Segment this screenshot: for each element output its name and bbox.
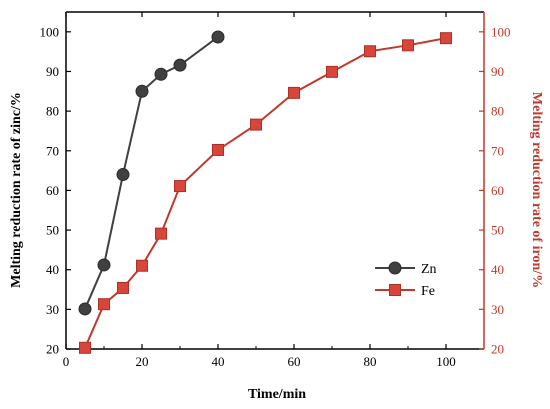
y-left-tick-label: 90 xyxy=(46,64,59,79)
data-point-fe xyxy=(117,281,129,294)
legend-marker-zn xyxy=(388,261,402,275)
y-left-tick-label: 100 xyxy=(40,24,60,39)
x-tick-label: 80 xyxy=(364,354,377,369)
data-point-fe xyxy=(174,180,186,193)
y-right-tick-label: 70 xyxy=(491,143,504,158)
legend-label-fe: Fe xyxy=(421,284,435,299)
data-point-fe xyxy=(250,118,262,131)
data-point-zn xyxy=(154,67,168,81)
data-point-zn xyxy=(135,84,149,98)
data-point-fe xyxy=(136,259,148,272)
data-point-fe xyxy=(402,39,414,52)
x-axis-title: Time/min xyxy=(248,387,306,402)
legend-label-zn: Zn xyxy=(421,262,437,277)
y-left-tick-label: 70 xyxy=(46,143,59,158)
data-point-zn xyxy=(116,168,130,182)
x-tick-label: 0 xyxy=(63,354,70,369)
data-point-fe xyxy=(440,32,452,45)
ticks: 0 20 40 60 80 100 20 30 40 50 60 70 80 90 100 20 30 40 50 6… xyxy=(40,12,511,369)
data-point-fe xyxy=(212,143,224,156)
x-tick-label: 40 xyxy=(212,354,225,369)
y-right-tick-label: 30 xyxy=(491,302,504,317)
y-right-tick-label: 50 xyxy=(491,223,504,238)
y-left-tick-label: 80 xyxy=(46,104,59,119)
data-point-fe xyxy=(326,65,338,78)
x-tick-label: 20 xyxy=(136,354,149,369)
series-line-fe xyxy=(84,37,447,349)
y-right-tick-label: 40 xyxy=(491,262,504,277)
series xyxy=(78,30,452,354)
data-point-zn xyxy=(211,30,225,44)
legend: Zn Fe xyxy=(375,261,437,299)
y-left-tick-label: 60 xyxy=(46,183,59,198)
data-point-fe xyxy=(98,298,110,311)
y-right-tick-label: 100 xyxy=(491,24,511,39)
data-point-fe xyxy=(155,227,167,240)
data-point-zn xyxy=(78,302,92,316)
y-axis-right-title: Melting reduction rate of iron/% xyxy=(529,92,544,288)
y-right-tick-label: 60 xyxy=(491,183,504,198)
y-left-tick-label: 30 xyxy=(46,302,59,317)
y-left-tick-label: 50 xyxy=(46,223,59,238)
data-point-zn xyxy=(97,258,111,272)
x-tick-label: 60 xyxy=(288,354,301,369)
x-tick-label: 100 xyxy=(436,354,456,369)
y-right-tick-label: 20 xyxy=(491,342,504,357)
y-left-tick-label: 40 xyxy=(46,262,59,277)
legend-marker-fe xyxy=(389,284,401,296)
data-point-fe xyxy=(364,45,376,58)
data-point-zn xyxy=(173,58,187,72)
data-point-fe xyxy=(288,86,300,99)
y-right-tick-label: 90 xyxy=(491,64,504,79)
axes xyxy=(65,11,485,350)
y-right-tick-label: 80 xyxy=(491,104,504,119)
data-point-fe xyxy=(79,341,91,354)
y-axis-left-title: Melting reduction rate of zinc/% xyxy=(9,92,24,288)
y-left-tick-label: 20 xyxy=(46,342,59,357)
